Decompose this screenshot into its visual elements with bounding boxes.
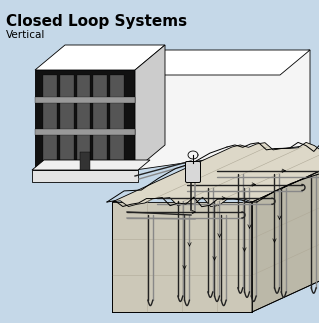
Polygon shape xyxy=(32,160,150,170)
Polygon shape xyxy=(35,70,135,170)
Polygon shape xyxy=(112,142,319,207)
Polygon shape xyxy=(32,170,138,182)
Polygon shape xyxy=(110,75,124,167)
Polygon shape xyxy=(93,75,107,167)
Polygon shape xyxy=(77,75,90,167)
Polygon shape xyxy=(135,45,165,170)
Polygon shape xyxy=(135,50,310,170)
Polygon shape xyxy=(43,75,57,167)
Polygon shape xyxy=(135,50,310,75)
Polygon shape xyxy=(80,152,90,170)
FancyBboxPatch shape xyxy=(186,162,201,182)
Polygon shape xyxy=(35,97,135,103)
Text: Vertical: Vertical xyxy=(6,30,45,40)
Polygon shape xyxy=(112,202,252,312)
Polygon shape xyxy=(60,75,74,167)
Polygon shape xyxy=(252,147,319,312)
Text: Closed Loop Systems: Closed Loop Systems xyxy=(6,14,187,29)
Polygon shape xyxy=(35,129,135,135)
Polygon shape xyxy=(35,45,165,70)
